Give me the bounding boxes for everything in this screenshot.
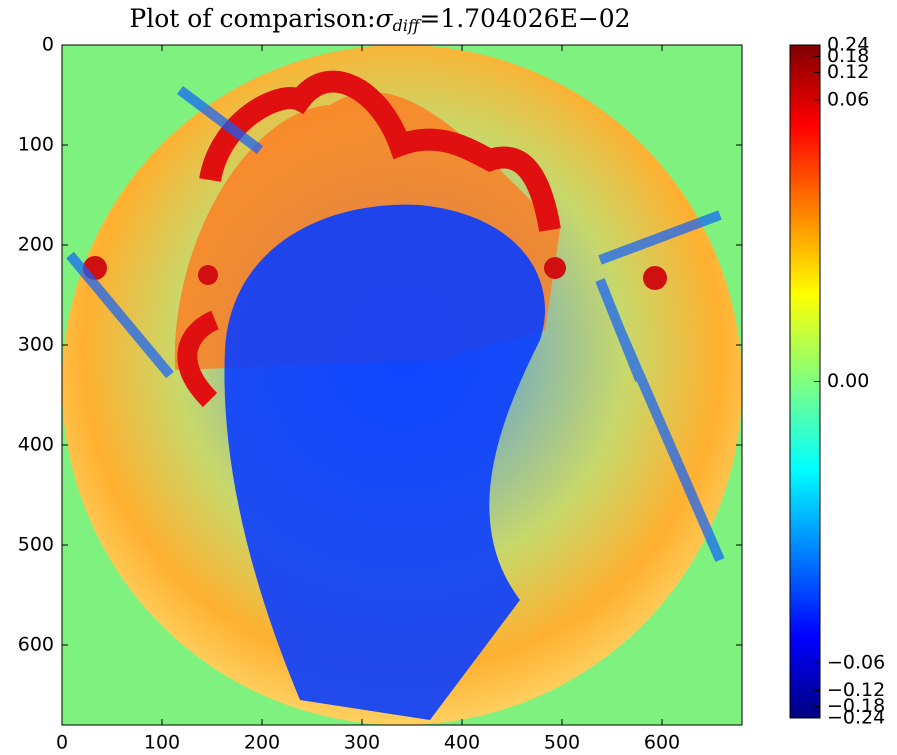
colorbar-tick-label: 0.00 xyxy=(827,370,869,392)
heatmap-region xyxy=(643,266,667,290)
chart-title: Plot of comparison:σdiff=1.704026E−02 xyxy=(129,4,630,35)
colorbar-tick-label: 0.18 xyxy=(827,45,869,67)
colorbar-tick-label: 0.12 xyxy=(827,61,869,83)
x-tick-label: 100 xyxy=(144,732,180,754)
y-tick-label: 600 xyxy=(18,634,54,656)
plot-frame xyxy=(61,44,743,726)
heatmap-region xyxy=(224,204,545,720)
colorbar-tick-label: −0.24 xyxy=(827,707,885,729)
x-tick-label: 500 xyxy=(544,732,580,754)
heatmap-region xyxy=(198,265,218,285)
y-tick-label: 0 xyxy=(42,34,54,56)
y-tick-label: 100 xyxy=(18,134,54,156)
y-tick-label: 400 xyxy=(18,434,54,456)
x-tick-label: 600 xyxy=(644,732,680,754)
heatmap-region xyxy=(544,257,566,279)
colorbar-tick-label: 0.06 xyxy=(827,88,869,110)
heatmap-image xyxy=(62,45,742,725)
colorbar-tick-label: −0.06 xyxy=(827,652,885,674)
y-tick-label: 300 xyxy=(18,334,54,356)
y-tick-label: 500 xyxy=(18,534,54,556)
heatmap-region xyxy=(199,70,561,232)
colorbar-tick-label: −0.12 xyxy=(827,679,885,701)
x-tick-label: 300 xyxy=(344,732,380,754)
x-tick-label: 200 xyxy=(244,732,280,754)
heatmap-region xyxy=(66,86,725,562)
x-tick-label: 0 xyxy=(56,732,68,754)
x-tick-label: 400 xyxy=(444,732,480,754)
y-tick-label: 200 xyxy=(18,234,54,256)
colorbar-tick-label: 0.24 xyxy=(827,34,869,56)
colorbar-tick-label: −0.18 xyxy=(827,695,885,717)
heatmap-region xyxy=(177,310,220,408)
